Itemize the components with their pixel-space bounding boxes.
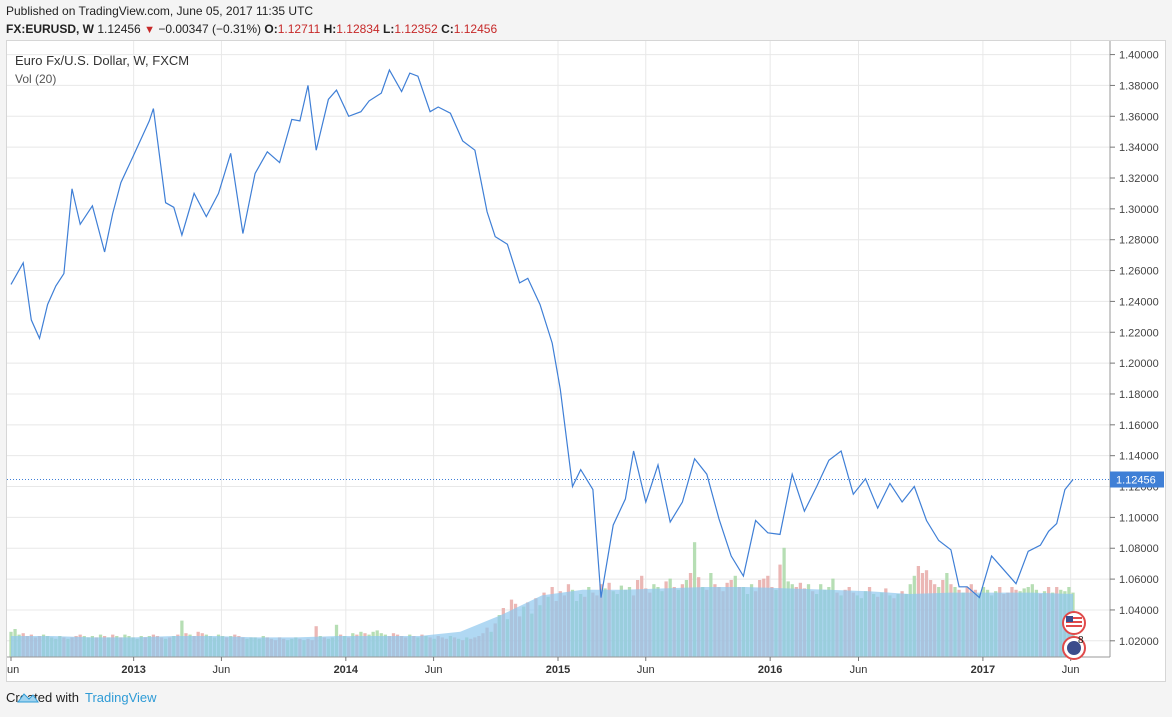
us-flag-event-icon[interactable] <box>1062 611 1086 635</box>
y-tick-label: 1.22000 <box>1119 327 1159 339</box>
close-value: 1.12456 <box>453 22 498 36</box>
y-tick-label: 1.18000 <box>1119 389 1159 401</box>
y-tick-label: 1.02000 <box>1119 636 1159 648</box>
x-tick-label: 2016 <box>758 664 782 676</box>
last-price-label: 1.12456 <box>1110 471 1164 488</box>
ticker-bar: FX:EURUSD, W 1.12456 ▼ −0.00347 (−0.31%)… <box>6 22 497 36</box>
footer: Created with TradingView <box>6 690 157 705</box>
y-tick-label: 1.16000 <box>1119 420 1159 432</box>
y-tick-label: 1.04000 <box>1119 605 1159 617</box>
price-series-line <box>10 68 1074 599</box>
y-tick-label: 1.40000 <box>1119 50 1159 62</box>
tradingview-cloud-icon <box>17 693 39 703</box>
volume-ma-area <box>11 587 1073 657</box>
x-tick-label: 2013 <box>121 664 145 676</box>
grid <box>7 41 1110 657</box>
open-label: O: <box>264 22 278 36</box>
volume-title: Vol (20) <box>15 72 56 86</box>
symbol-label: FX:EURUSD, W <box>6 22 94 36</box>
price-chart[interactable]: 1.020001.040001.060001.080001.100001.120… <box>7 41 1165 681</box>
chart-panel[interactable]: 1.02000 1.04000 1.06000 1.08000 1.10000 1.120… <box>6 40 1166 682</box>
x-tick-label: Jun <box>1062 664 1080 676</box>
low-value: 1.12352 <box>394 22 438 36</box>
y-tick-label: 1.36000 <box>1119 111 1159 123</box>
close-label: C: <box>441 22 454 36</box>
x-tick-label: Jun <box>425 664 443 676</box>
y-tick-label: 1.14000 <box>1119 451 1159 463</box>
tradingview-brand-link[interactable]: TradingView <box>84 690 157 705</box>
y-tick-label: 1.28000 <box>1119 235 1159 247</box>
y-tick-label: 1.34000 <box>1119 142 1159 154</box>
x-tick-label: un <box>7 664 19 676</box>
high-value: 1.12834 <box>336 22 380 36</box>
x-tick-label: 2015 <box>546 664 570 676</box>
last-price-label-bg <box>1110 471 1164 488</box>
y-tick-label: 1.24000 <box>1119 296 1159 308</box>
y-tick-label: 1.06000 <box>1119 574 1159 586</box>
y-tick-label: 1.08000 <box>1119 543 1159 555</box>
y-tick-label: 1.32000 <box>1119 173 1159 185</box>
down-triangle-icon: ▼ <box>144 24 155 36</box>
y-tick-label: 1.38000 <box>1119 80 1159 92</box>
x-tick-label: Jun <box>213 664 231 676</box>
low-label: L: <box>383 22 395 36</box>
last-price-label-text: 1.12456 <box>1116 474 1156 486</box>
last-price: 1.12456 <box>97 22 141 36</box>
price-axis: 1.020001.040001.060001.080001.100001.120… <box>1110 50 1159 648</box>
event-count-badge: 8 <box>1078 635 1084 646</box>
price-change: −0.00347 (−0.31%) <box>158 22 262 36</box>
series-title: Euro Fx/U.S. Dollar, W, FXCM <box>15 53 189 68</box>
x-tick-label: Jun <box>637 664 655 676</box>
x-tick-label: Jun <box>850 664 868 676</box>
y-tick-label: 1.20000 <box>1119 358 1159 370</box>
open-value: 1.12711 <box>277 22 321 36</box>
x-tick-label: 2014 <box>334 664 359 676</box>
y-tick-label: 1.10000 <box>1119 512 1159 524</box>
x-tick-label: 2017 <box>971 664 995 676</box>
time-axis: un 2013 Jun 2014 Jun 2015 Jun 2016 Jun 2017 Jun <box>7 656 1110 676</box>
high-label: H: <box>323 22 337 36</box>
published-caption: Published on TradingView.com, June 05, 2… <box>6 4 314 18</box>
us-flag-event-badge-icon[interactable]: 8 <box>1062 635 1086 660</box>
y-tick-label: 1.30000 <box>1119 204 1159 216</box>
y-tick-label: 1.26000 <box>1119 266 1159 278</box>
